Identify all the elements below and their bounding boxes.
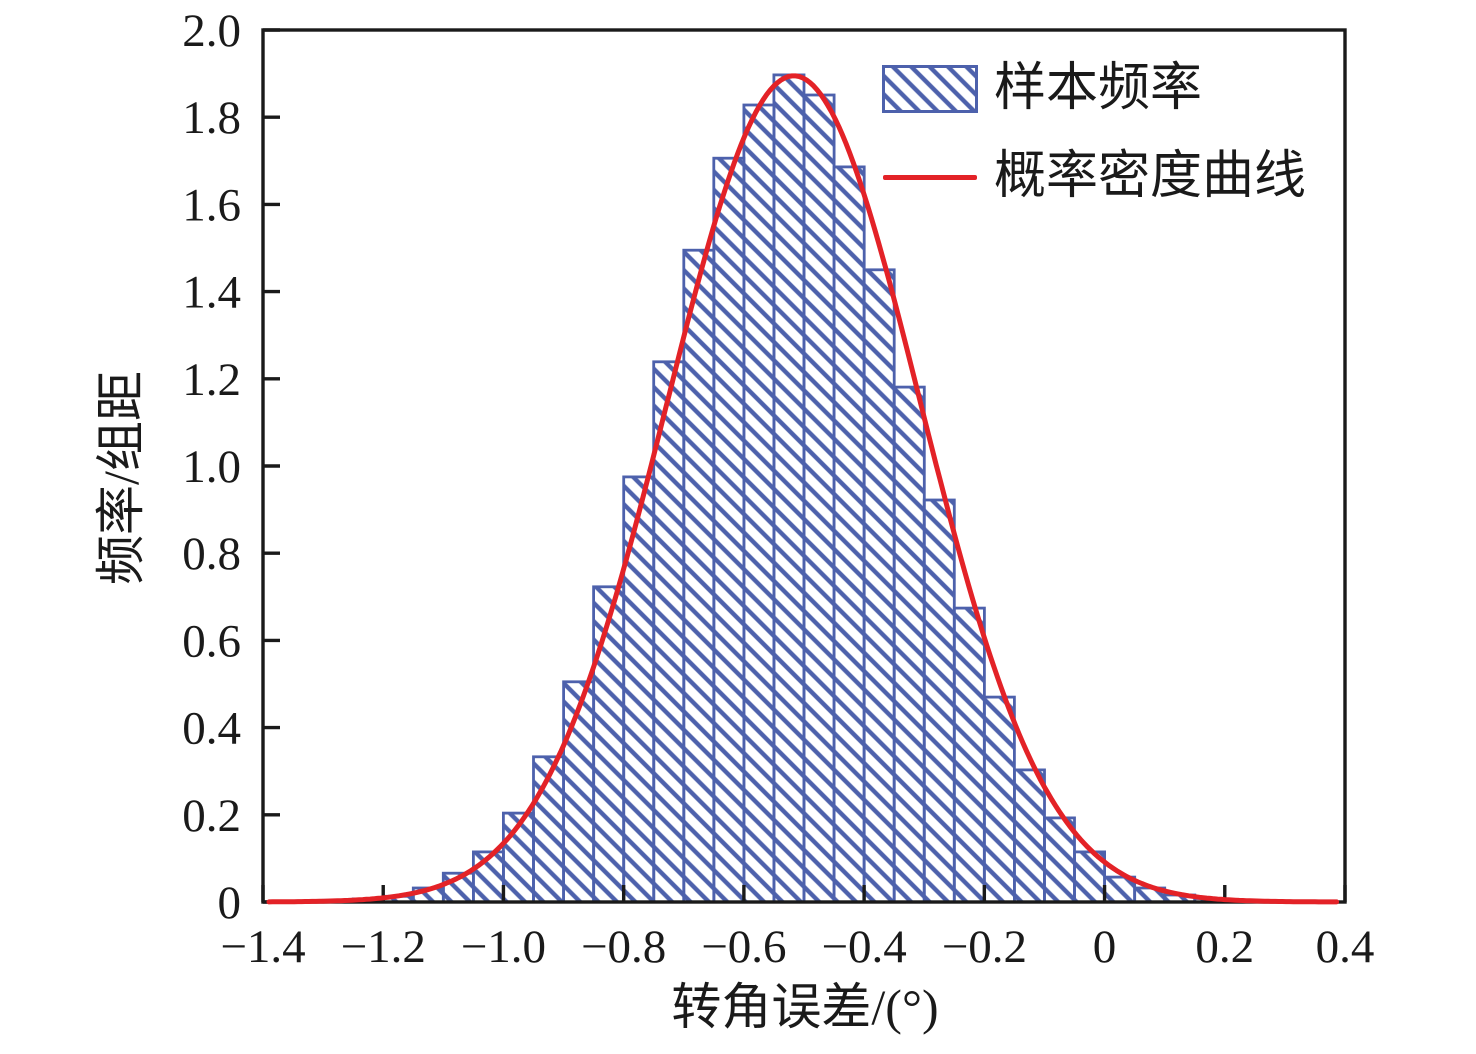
density-curve (266, 73, 1340, 905)
y-tick-label: 0.4 (182, 703, 241, 755)
y-tick-label: 1.8 (182, 92, 241, 144)
axes: −1.4 −1.2 −1.0 −0.8 −0.6 −0.4 −0.2 0 0.2 0.4 0 0.2 0… (182, 5, 1374, 973)
x-axis-label: 转角误差/(°) (671, 979, 939, 1035)
y-tick-label: 1.0 (182, 441, 241, 493)
histogram-bar (922, 498, 956, 904)
histogram-bar (712, 156, 746, 904)
histogram-bars (321, 73, 1227, 904)
hatched-bar-swatch-icon (882, 65, 978, 113)
y-axis-label: 频率/组距 (93, 371, 149, 585)
legend-item-sample-frequency: 样本频率 (882, 60, 1306, 118)
legend-label-sample-frequency: 样本频率 (994, 60, 1203, 117)
histogram-bar (862, 268, 896, 904)
legend-item-density-curve: 概率密度曲线 (882, 148, 1306, 206)
histogram-bar (592, 585, 626, 904)
histogram-bar (772, 73, 806, 904)
x-tick-label: 0 (1093, 921, 1117, 973)
legend: 样本频率 概率密度曲线 (882, 60, 1306, 206)
histogram-bar (742, 103, 776, 904)
histogram-bar (832, 165, 866, 904)
x-tick-label: −0.8 (581, 921, 666, 973)
y-tick-label: 1.6 (182, 179, 241, 231)
x-tick-label: −1.4 (220, 921, 305, 973)
x-tick-label: −0.4 (821, 921, 906, 973)
x-tick-label: −0.6 (701, 921, 786, 973)
y-tick-label: 0.6 (182, 615, 241, 667)
histogram-bar (682, 248, 716, 904)
y-tick-label: 0.8 (182, 528, 241, 580)
histogram-bar (622, 475, 656, 904)
x-tick-label: −1.2 (341, 921, 426, 973)
x-tick-label: −1.0 (461, 921, 546, 973)
red-line-icon (883, 174, 977, 180)
y-tick-label: 1.2 (182, 354, 241, 406)
x-tick-label: 0.2 (1195, 921, 1254, 973)
histogram-bar (892, 385, 926, 904)
y-tick-label: 0.2 (182, 790, 241, 842)
y-tick-label: 0 (218, 877, 242, 929)
y-tick-label: 2.0 (182, 5, 241, 57)
histogram-bar (652, 360, 686, 904)
histogram-bar (1013, 768, 1046, 904)
histogram-bar (952, 606, 986, 904)
histogram-bar (982, 695, 1016, 904)
legend-label-density-curve: 概率密度曲线 (994, 148, 1307, 205)
x-tick-label: 0.4 (1316, 921, 1375, 973)
histogram-bar (802, 93, 836, 904)
y-tick-label: 1.4 (182, 267, 241, 319)
x-tick-label: −0.2 (942, 921, 1027, 973)
